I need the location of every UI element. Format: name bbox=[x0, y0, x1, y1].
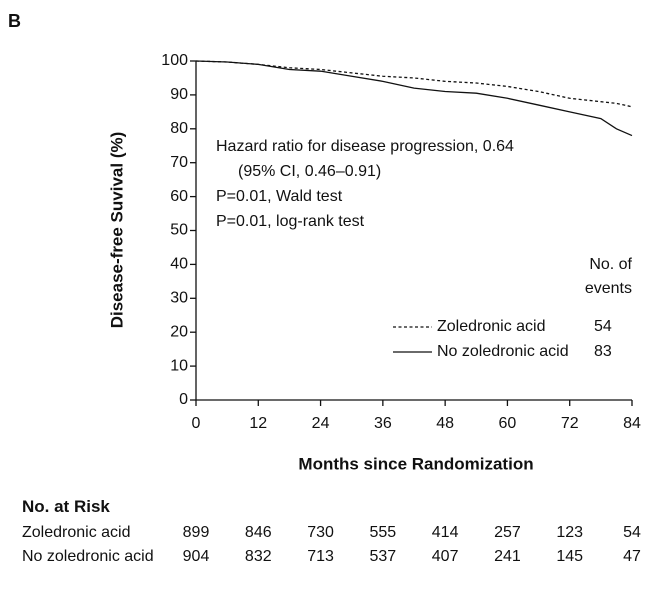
risk-count: 899 bbox=[182, 524, 210, 541]
x-tick-label: 36 bbox=[374, 415, 392, 432]
y-tick-label: 70 bbox=[170, 154, 188, 171]
y-tick-label: 10 bbox=[170, 357, 188, 374]
risk-count: 730 bbox=[307, 524, 334, 541]
y-axis-title: Disease-free Suvival (%) bbox=[107, 132, 126, 329]
risk-count: 47 bbox=[623, 548, 641, 565]
x-tick-label: 0 bbox=[192, 415, 201, 432]
risk-table-title: No. at Risk bbox=[22, 497, 110, 516]
risk-count: 832 bbox=[244, 548, 272, 565]
risk-count: 407 bbox=[431, 548, 459, 565]
risk-count: 145 bbox=[556, 548, 584, 565]
y-tick-label: 50 bbox=[170, 222, 188, 239]
legend-label: Zoledronic acid bbox=[437, 318, 546, 335]
y-tick-label: 40 bbox=[170, 256, 188, 273]
legend-events: 83 bbox=[594, 343, 612, 360]
risk-count: 904 bbox=[182, 548, 210, 565]
risk-count: 54 bbox=[623, 524, 641, 541]
annotation: (95% CI, 0.46–0.91) bbox=[238, 163, 381, 180]
risk-count: 846 bbox=[244, 524, 272, 541]
risk-count: 555 bbox=[369, 524, 397, 541]
risk-row-label: No zoledronic acid bbox=[22, 548, 154, 565]
legend-label: No zoledronic acid bbox=[437, 343, 569, 360]
annotation: Hazard ratio for disease progression, 0.… bbox=[216, 138, 514, 155]
survival-curve bbox=[195, 60, 633, 108]
x-tick-label: 12 bbox=[249, 415, 267, 432]
x-tick-label: 60 bbox=[499, 415, 517, 432]
annotation: P=0.01, log-rank test bbox=[216, 213, 365, 230]
x-axis-title: Months since Randomization bbox=[298, 454, 533, 473]
legend-events: 54 bbox=[594, 318, 612, 335]
risk-count: 257 bbox=[494, 524, 521, 541]
x-tick-label: 72 bbox=[561, 415, 579, 432]
risk-count: 241 bbox=[494, 548, 521, 565]
legend-title: No. of events bbox=[584, 256, 632, 297]
x-tick-label: 24 bbox=[312, 415, 330, 432]
risk-count: 537 bbox=[369, 548, 397, 565]
y-tick-label: 60 bbox=[170, 188, 188, 205]
annotation: P=0.01, Wald test bbox=[216, 188, 343, 205]
risk-count: 713 bbox=[307, 548, 334, 565]
y-tick-label: 30 bbox=[170, 290, 188, 307]
y-tick-label: 90 bbox=[170, 86, 188, 103]
y-tick-label: 80 bbox=[170, 120, 188, 137]
y-tick-label: 100 bbox=[161, 52, 188, 69]
panel-label: B bbox=[8, 11, 21, 31]
y-tick-label: 0 bbox=[179, 391, 188, 408]
x-tick-label: 48 bbox=[436, 415, 454, 432]
risk-count: 123 bbox=[556, 524, 584, 541]
risk-row-label: Zoledronic acid bbox=[22, 524, 131, 541]
x-tick-label: 84 bbox=[623, 415, 641, 432]
survival-curve bbox=[195, 60, 633, 137]
y-tick-label: 20 bbox=[170, 323, 188, 340]
risk-count: 414 bbox=[431, 524, 459, 541]
